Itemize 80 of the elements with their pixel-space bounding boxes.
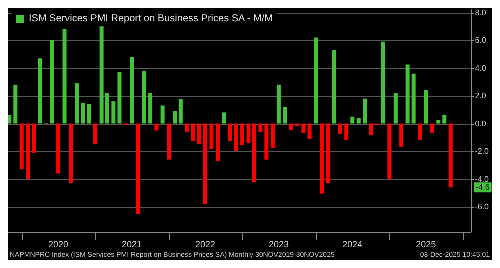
bar — [32, 124, 36, 153]
x-tick-label: 2023 — [268, 240, 289, 250]
text: -4.6 — [476, 183, 490, 192]
y-tick-label: 2.0 — [475, 92, 487, 101]
x-tick-label: 2024 — [342, 240, 363, 250]
bar — [436, 120, 441, 124]
bar — [50, 40, 54, 124]
x-tick-label: 2022 — [195, 240, 216, 250]
y-tick-label: -2.0 — [475, 147, 490, 156]
bar — [442, 115, 447, 124]
bar — [270, 124, 275, 148]
bar — [363, 98, 368, 124]
bar — [302, 124, 306, 134]
bar — [240, 124, 245, 146]
bar — [394, 93, 398, 124]
bar — [234, 124, 238, 152]
bar — [203, 124, 208, 204]
bar — [381, 42, 386, 124]
bar — [81, 102, 86, 124]
bar — [350, 116, 355, 124]
bar — [295, 124, 300, 127]
bar — [222, 112, 226, 124]
y-tick-label: -6.0 — [475, 202, 490, 212]
bar — [338, 124, 342, 134]
y-tick-label: 4.0 — [475, 64, 487, 73]
bar — [185, 124, 190, 132]
bar — [216, 124, 220, 162]
bar — [38, 58, 42, 124]
bar — [356, 118, 361, 124]
x-tick-label: 2025 — [416, 240, 436, 250]
bar — [369, 124, 374, 136]
bar — [69, 124, 74, 184]
bar — [94, 124, 98, 145]
bar — [136, 124, 140, 214]
bar — [142, 71, 146, 124]
bar — [326, 124, 330, 184]
x-tick-label: 2021 — [122, 240, 142, 250]
bar — [418, 124, 422, 140]
bar — [197, 124, 202, 145]
bar — [308, 124, 312, 140]
bar — [62, 29, 67, 124]
bar — [276, 84, 281, 124]
bar — [258, 124, 263, 132]
bar — [210, 124, 214, 150]
bar — [112, 102, 116, 124]
bar — [14, 84, 18, 124]
bar — [283, 107, 288, 124]
bar — [26, 124, 30, 180]
bar — [118, 72, 122, 124]
bar — [20, 124, 24, 170]
y-tick-label: 8.0 — [475, 8, 487, 18]
bar — [430, 124, 434, 134]
y-tick-label: -4.0 — [475, 174, 490, 184]
bar — [388, 124, 392, 180]
bar — [289, 124, 294, 130]
bar — [332, 50, 336, 124]
bar — [264, 124, 269, 160]
bar — [448, 124, 453, 188]
bar — [154, 124, 159, 131]
bar — [75, 84, 80, 124]
bar — [8, 115, 12, 124]
bar — [228, 124, 232, 142]
bar — [130, 57, 134, 124]
bar — [148, 93, 153, 124]
x-tick-label: 2020 — [48, 240, 69, 250]
bar — [412, 74, 416, 124]
bar — [344, 124, 349, 140]
y-tick-label: 6.0 — [475, 36, 487, 46]
bar — [160, 106, 165, 124]
bar — [191, 124, 196, 142]
legend-label: ISM Services PMI Report on Business Prices SA - M/M — [29, 14, 273, 24]
bar — [167, 124, 172, 160]
bar — [320, 124, 324, 194]
bar — [406, 64, 410, 124]
bar — [424, 90, 428, 124]
bar — [87, 104, 92, 124]
y-tick-label: 0.0 — [475, 119, 487, 128]
bar — [314, 38, 318, 124]
bar — [400, 124, 404, 148]
bar — [56, 124, 61, 174]
